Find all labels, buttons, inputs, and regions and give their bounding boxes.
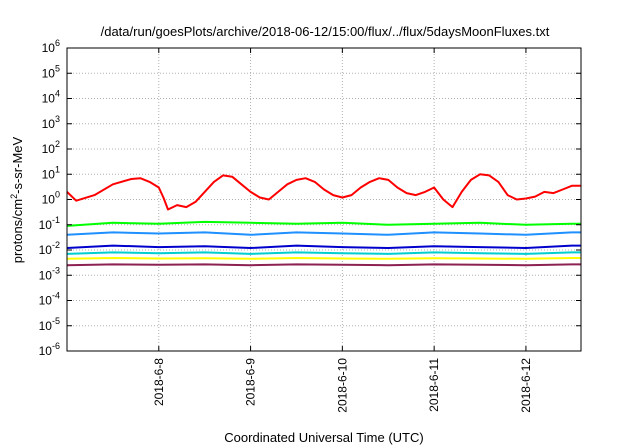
series-line-7 <box>66 263 581 267</box>
x-axis-label: Coordinated Universal Time (UTC) <box>224 430 423 445</box>
x-tick-label: 2018-6-8 <box>152 358 166 406</box>
y-tick-label: 103 <box>42 114 60 131</box>
y-tick-label: 10-2 <box>39 240 60 257</box>
y-tick-label: 10-4 <box>39 291 60 308</box>
x-tick-label: 2018-6-12 <box>519 358 533 413</box>
series-layer <box>66 173 581 267</box>
series-line-3 <box>66 231 581 236</box>
y-tick-label: 10-1 <box>39 215 60 232</box>
y-axis-label: protons/cm2-s-sr-MeV <box>9 136 25 263</box>
x-tick-label: 2018-6-9 <box>244 358 258 406</box>
x-tick-label: 2018-6-10 <box>335 358 349 413</box>
y-tick-label: 106 <box>42 38 60 55</box>
y-tick-label: 10-3 <box>39 265 60 282</box>
series-line-5 <box>66 251 581 255</box>
series-line-4 <box>66 244 581 249</box>
x-tick-label: 2018-6-11 <box>427 358 441 412</box>
chart-title: /data/run/goesPlots/archive/2018-06-12/1… <box>101 24 550 39</box>
series-line-2 <box>66 220 581 227</box>
y-axis-label-superscript: 2 <box>9 194 19 199</box>
y-tick-label: 10-5 <box>39 316 60 333</box>
x-axis: 2018-6-8 2018-6-9 2018-6-10 2018-6-11 2018-6… <box>152 48 533 413</box>
y-tick-label: 100 <box>42 190 60 207</box>
series-line-1 <box>66 173 581 211</box>
y-tick-label: 102 <box>42 139 60 156</box>
y-axis: 10-6 10-5 10-4 10-3 10-2 10-1 100 101 102 103 104 1… <box>39 38 581 358</box>
y-tick-label: 10-6 <box>39 341 60 358</box>
grid <box>67 48 581 351</box>
plot-frame <box>66 47 582 352</box>
y-tick-label: 105 <box>42 63 60 80</box>
y-tick-label: 101 <box>42 164 60 181</box>
series-line-6 <box>66 257 581 260</box>
y-tick-label: 104 <box>42 89 60 106</box>
